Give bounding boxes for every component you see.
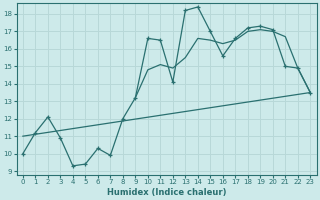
X-axis label: Humidex (Indice chaleur): Humidex (Indice chaleur): [107, 188, 226, 197]
